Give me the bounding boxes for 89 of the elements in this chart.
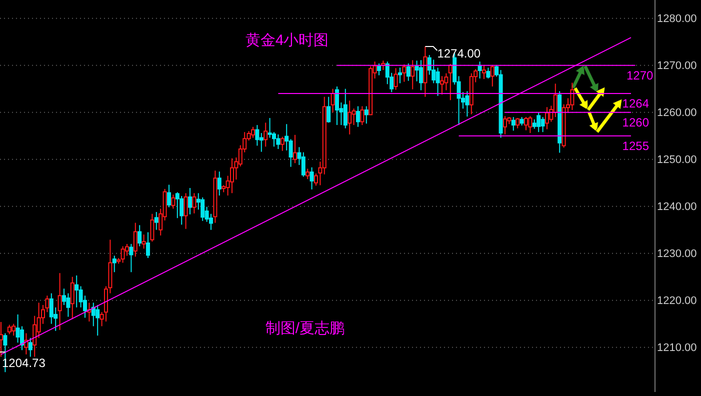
candlestick (306, 168, 310, 180)
candlestick (167, 184, 171, 208)
candlestick (280, 136, 284, 152)
candlestick (180, 196, 184, 226)
candlestick (540, 116, 545, 133)
candlestick (398, 67, 402, 84)
candlestick (96, 304, 100, 336)
candlestick (288, 138, 293, 168)
candlestick (112, 255, 116, 273)
candlestick (410, 60, 415, 90)
candlestick (364, 106, 368, 124)
candlestick (536, 112, 541, 133)
candlestick (465, 90, 470, 118)
candlestick (545, 106, 549, 130)
y-tick-label: 1270.00 (657, 60, 697, 72)
candlestick (255, 124, 260, 146)
candlestick (406, 62, 410, 82)
candlestick (150, 213, 154, 242)
candlestick (133, 222, 138, 258)
candlestick (419, 60, 423, 91)
candlestick (192, 192, 196, 214)
candlestick (528, 116, 532, 134)
candlestick (343, 88, 348, 129)
candlestick (570, 82, 574, 110)
candlestick (188, 188, 192, 215)
candlestick (70, 276, 74, 320)
candlestick (486, 67, 490, 79)
candlestick (503, 116, 507, 135)
candlestick (448, 63, 452, 101)
annotation: 1274.00 (437, 46, 481, 61)
candlestick (74, 274, 79, 308)
candlestick (28, 337, 32, 358)
candlestick (184, 192, 188, 230)
series-label: 1260 (622, 115, 650, 130)
candlestick (120, 246, 125, 264)
candlestick (524, 116, 528, 131)
series-label: 1270 (626, 68, 654, 82)
candlestick (138, 224, 142, 247)
candlestick (259, 132, 264, 152)
series-label: 1255 (622, 138, 650, 153)
candlestick (310, 166, 314, 190)
candlestick (356, 106, 360, 128)
candlestick (301, 152, 306, 178)
candlestick (12, 323, 16, 336)
candlestick (330, 88, 335, 113)
y-tick-label: 1250.00 (657, 154, 697, 166)
candlestick (348, 100, 352, 135)
candlestick (276, 134, 280, 150)
candlestick (154, 211, 158, 230)
y-tick-label: 1280.00 (657, 12, 697, 25)
candlestick (360, 106, 364, 126)
candlestick (440, 76, 444, 95)
candlestick (251, 126, 255, 138)
y-tick-label: 1230.00 (657, 248, 697, 260)
candlestick (402, 64, 406, 82)
text: 黄金4小时图 (245, 32, 329, 49)
candlestick (129, 243, 134, 273)
series-label: 1264 (622, 96, 650, 111)
candlestick (352, 108, 356, 126)
candlestick (444, 72, 448, 91)
candlestick (377, 62, 381, 76)
candlestick (511, 116, 516, 132)
candlestick (436, 67, 440, 96)
y-tick-label: 1240.00 (657, 200, 697, 213)
candlestick (432, 59, 436, 84)
y-tick-label: 1210.00 (657, 342, 697, 354)
candlestick (490, 64, 494, 87)
candlestick (264, 122, 268, 148)
candlestick (200, 196, 205, 222)
candlestick (394, 68, 398, 90)
candlestick (142, 234, 146, 250)
candlestick (146, 232, 150, 259)
candlestick (326, 96, 331, 124)
candlestick (66, 292, 70, 318)
y-tick-label: 1260.00 (657, 106, 697, 119)
candlestick (230, 158, 234, 194)
y-tick-label: 1220.00 (657, 294, 697, 307)
candlestick (516, 117, 520, 129)
candlestick (7, 324, 12, 335)
candlestick (32, 315, 37, 358)
candlestick (335, 86, 339, 126)
candlestick (553, 83, 558, 118)
candlestick (293, 134, 297, 164)
candlestick (58, 272, 62, 330)
candlestick (532, 118, 536, 130)
candlestick (171, 194, 176, 210)
candlestick (482, 64, 486, 80)
annotation: 制图/夏志鹏 (265, 320, 345, 337)
candlestick (217, 171, 222, 196)
